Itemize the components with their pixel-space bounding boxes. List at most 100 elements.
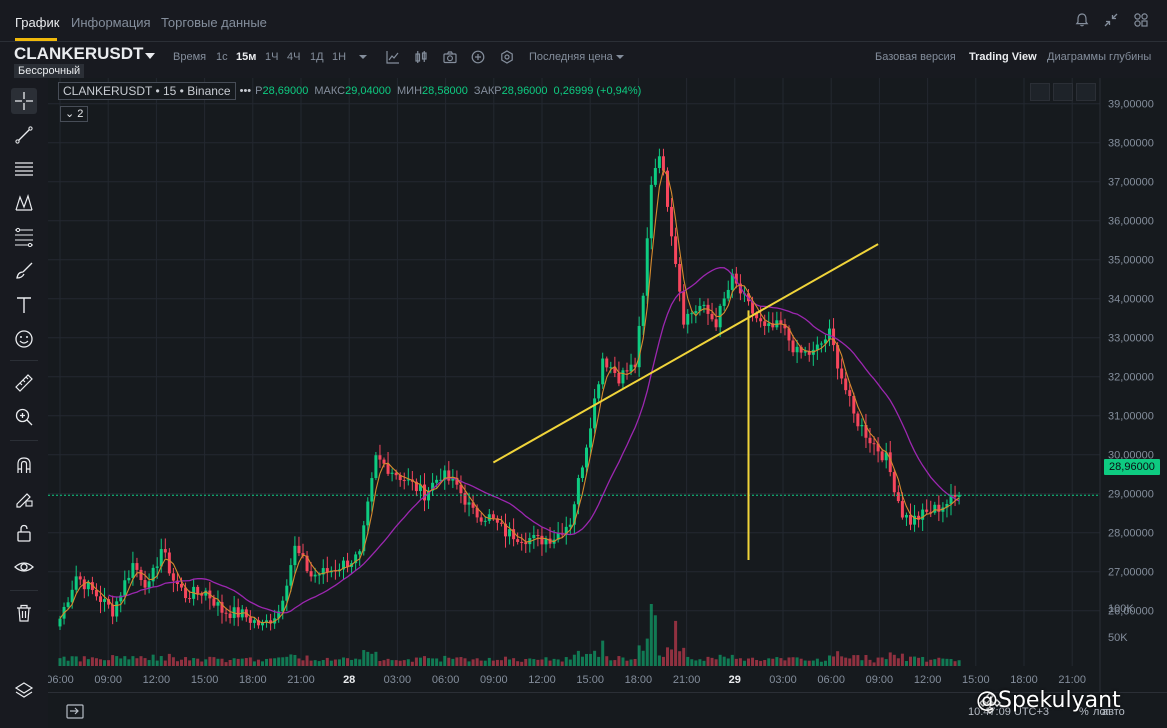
candle-body — [285, 585, 289, 601]
volume-bar — [589, 653, 593, 666]
volume-bar — [528, 658, 532, 666]
candle-body — [188, 598, 192, 600]
goto-date-icon[interactable] — [66, 703, 84, 719]
price-tick-label: 27,00000 — [1108, 567, 1154, 579]
time-label[interactable]: Время — [173, 51, 207, 63]
interval-1w[interactable]: 1Н — [332, 51, 347, 63]
camera-icon[interactable] — [443, 50, 457, 64]
volume-bar — [90, 657, 94, 666]
ma-fast-line — [59, 168, 960, 624]
zoom-tool[interactable] — [11, 404, 37, 430]
volume-bar — [828, 655, 831, 666]
candle-body — [795, 346, 799, 353]
volume-bar — [309, 660, 313, 666]
symbol-name[interactable]: CLANKERUSDT — [14, 44, 144, 63]
candle-body — [860, 424, 864, 427]
log-toggle[interactable]: лог — [1093, 706, 1110, 718]
volume-bar — [702, 660, 706, 666]
view-basic[interactable]: Базовая версия — [875, 51, 956, 63]
settings-icon[interactable] — [500, 50, 514, 64]
active-tab-indicator — [15, 38, 57, 41]
lock-pencil-tool[interactable] — [11, 486, 37, 512]
line-tool[interactable] — [11, 122, 37, 148]
layers-tool[interactable] — [11, 678, 37, 704]
candle-body — [803, 351, 807, 353]
fib-tool[interactable] — [11, 224, 37, 250]
reset-icon[interactable] — [1076, 83, 1096, 101]
ruler-tool[interactable] — [11, 370, 37, 396]
candle-body — [346, 560, 350, 567]
brush-tool[interactable] — [11, 258, 37, 284]
tab-info[interactable]: Информация — [71, 15, 151, 30]
chart-area[interactable]: 39,00000 38,00000 37,00000 36,00000 35,00000… — [48, 78, 1167, 728]
interval-4h[interactable]: 4Ч — [287, 51, 301, 63]
volume-bar — [394, 660, 398, 666]
volume-bar — [512, 658, 516, 666]
candle-body — [872, 443, 876, 445]
tab-trading-data[interactable]: Торговые данные — [161, 15, 267, 30]
plus-circle-icon[interactable] — [471, 50, 485, 64]
interval-dropdown-icon[interactable] — [358, 52, 368, 62]
legend-symbol[interactable]: CLANKERUSDT • 15 • Binance — [58, 82, 236, 100]
trash-tool[interactable] — [11, 600, 37, 626]
fullscreen-icon[interactable] — [1053, 83, 1073, 101]
volume-bar — [937, 657, 941, 666]
crosshair-tool[interactable] — [11, 88, 37, 114]
price-tick-label: 37,00000 — [1108, 177, 1154, 189]
volume-bar — [763, 659, 767, 666]
volume-bar — [949, 659, 953, 666]
candle-body — [868, 437, 872, 444]
chevron-down-icon[interactable] — [145, 53, 155, 59]
volume-bar — [552, 658, 556, 666]
candle-body — [277, 611, 281, 619]
scroll-down-icon[interactable] — [1030, 83, 1050, 101]
candle-body — [840, 368, 844, 379]
pattern-tool[interactable] — [11, 190, 37, 216]
candle-body — [147, 581, 151, 588]
interval-15m[interactable]: 15м — [236, 51, 257, 63]
more-icon[interactable]: ••• — [239, 85, 252, 97]
collapse-icon[interactable] — [1103, 12, 1119, 28]
percent-toggle[interactable]: % — [1079, 706, 1089, 718]
chart-type-icon[interactable] — [414, 50, 428, 64]
candle-body — [751, 301, 755, 314]
low-label: МИН — [397, 85, 423, 97]
grid-icon[interactable] — [1133, 12, 1149, 28]
emoji-tool[interactable] — [11, 326, 37, 352]
magnet-tool[interactable] — [11, 452, 37, 478]
volume-bar — [220, 658, 224, 666]
open-value: 28,69000 — [262, 85, 309, 97]
price-chart[interactable]: 39,00000 38,00000 37,00000 36,00000 35,00000… — [48, 78, 1167, 728]
tab-chart[interactable]: График — [15, 15, 60, 30]
interval-1d[interactable]: 1Д — [310, 51, 324, 63]
price-type-select[interactable]: Последняя цена — [529, 51, 613, 63]
candle-body — [633, 364, 637, 368]
candle-body — [418, 484, 422, 492]
volume-bar — [184, 657, 188, 666]
horizontal-lines-tool[interactable] — [11, 156, 37, 182]
indicator-toggle[interactable]: ⌄ 2 — [60, 106, 89, 122]
volume-bar — [738, 658, 742, 666]
interval-1s[interactable]: 1с — [216, 51, 228, 63]
eye-tool[interactable] — [11, 554, 37, 580]
candle-body — [305, 555, 309, 572]
text-tool[interactable] — [11, 292, 37, 318]
interval-1h[interactable]: 1Ч — [265, 51, 279, 63]
volume-bar — [621, 657, 625, 666]
volume-bar — [78, 661, 82, 666]
bell-icon[interactable] — [1074, 12, 1090, 28]
view-depth[interactable]: Диаграммы глубины — [1047, 51, 1152, 63]
price-type-dropdown-icon[interactable] — [615, 52, 625, 62]
volume-bar — [734, 658, 738, 666]
auto-toggle[interactable]: авто — [1102, 706, 1125, 718]
volume-bar — [224, 662, 228, 666]
indicator-icon[interactable] — [386, 50, 400, 64]
candle-body — [394, 472, 398, 476]
candle-body — [892, 472, 896, 493]
volume-bar — [119, 658, 123, 666]
price-tick-label: 29,00000 — [1108, 489, 1154, 501]
lock-tool[interactable] — [11, 520, 37, 546]
time-tick-label: 21:00 — [287, 674, 315, 686]
view-tradingview[interactable]: Trading View — [969, 51, 1037, 63]
volume-bar — [856, 655, 860, 666]
